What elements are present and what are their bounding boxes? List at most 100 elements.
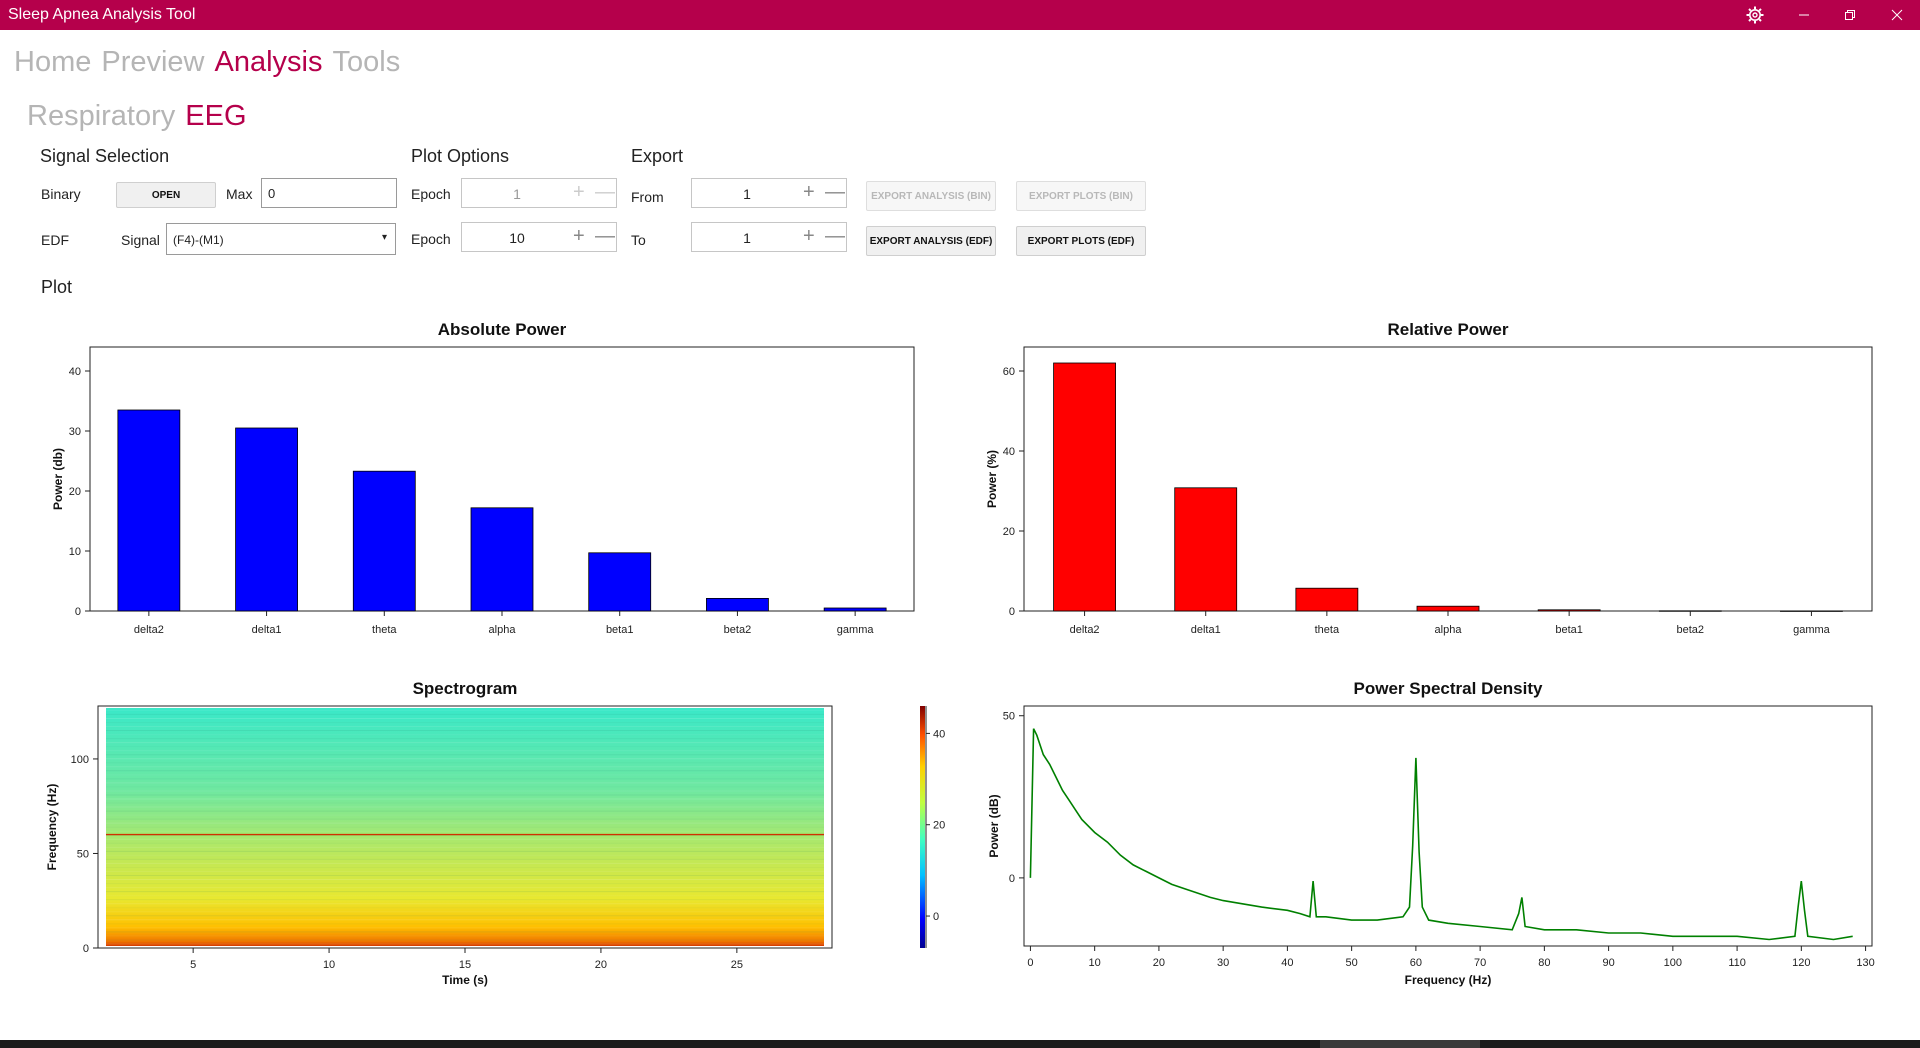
x-tick-label: 30 — [1217, 957, 1229, 969]
title-bar: Sleep Apnea Analysis Tool — [0, 0, 1920, 30]
y-tick-label: 50 — [77, 848, 89, 860]
chart-title: Absolute Power — [438, 320, 567, 339]
x-tick-label: 90 — [1602, 957, 1614, 969]
gear-icon — [1746, 6, 1764, 24]
x-tick-label: delta2 — [134, 624, 164, 636]
colorbar-tick-label: 20 — [933, 820, 945, 832]
x-tick-label: 25 — [731, 959, 743, 971]
x-tick-label: 130 — [1856, 957, 1874, 969]
minimize-button[interactable] — [1781, 0, 1827, 30]
restore-button[interactable] — [1827, 0, 1873, 30]
tab-tools[interactable]: Tools — [332, 46, 401, 78]
epoch2-value: 10 — [509, 230, 525, 246]
signal-selection-heading: Signal Selection — [40, 146, 170, 166]
x-tick-label: beta1 — [1555, 624, 1583, 636]
spectrogram-image — [106, 708, 824, 946]
plot-heading: Plot — [41, 277, 73, 297]
x-tick-label: 110 — [1728, 957, 1746, 969]
chart-title: Spectrogram — [413, 679, 518, 698]
x-tick-label: 80 — [1538, 957, 1550, 969]
export-analysis-edf-button[interactable]: EXPORT ANALYSIS (EDF) — [866, 226, 996, 256]
relative-power-chart: Relative Power 0 20 40 60 Power (%) delta2 delt… — [985, 320, 1873, 636]
x-tick-label: 120 — [1792, 957, 1810, 969]
y-tick-label: 30 — [69, 426, 81, 438]
signal-select[interactable]: (F4)-(M1) ▾ — [166, 223, 396, 255]
tab-preview[interactable]: Preview — [101, 46, 205, 78]
tab-respiratory[interactable]: Respiratory — [27, 100, 176, 132]
epoch-stepper[interactable]: 1 + — — [461, 178, 617, 208]
epoch2-label: Epoch — [411, 231, 451, 247]
plus-icon[interactable]: + — [803, 181, 815, 203]
y-tick-label: 40 — [69, 366, 81, 378]
x-tick-label: beta2 — [724, 624, 752, 636]
colorbar-tick-label: 40 — [933, 728, 945, 740]
y-tick-label: 20 — [69, 486, 81, 498]
colorbar — [920, 706, 925, 948]
sub-nav: Respiratory EEG — [27, 100, 247, 133]
main-nav: Home Preview Analysis Tools — [14, 46, 400, 79]
minus-icon[interactable]: — — [825, 225, 845, 247]
tab-analysis[interactable]: Analysis — [214, 46, 323, 78]
colorbar-tick-label: 0 — [933, 911, 939, 923]
bar — [1295, 587, 1359, 612]
taskbar-item — [1320, 1040, 1480, 1048]
bar — [1537, 609, 1601, 612]
export-analysis-bin-button[interactable]: EXPORT ANALYSIS (BIN) — [866, 181, 996, 211]
bar — [352, 470, 416, 612]
settings-button[interactable] — [1732, 0, 1778, 30]
y-tick-label: 0 — [75, 606, 81, 618]
from-value: 1 — [743, 186, 751, 202]
y-axis-label: Power (dB) — [987, 794, 1001, 857]
x-tick-label: 10 — [323, 959, 335, 971]
minus-icon[interactable]: — — [595, 225, 615, 247]
app-title: Sleep Apnea Analysis Tool — [8, 6, 196, 23]
x-tick-label: beta2 — [1677, 624, 1705, 636]
y-tick-label: 20 — [1003, 526, 1015, 538]
x-tick-label: 10 — [1089, 957, 1101, 969]
bar — [235, 427, 298, 612]
bar — [588, 552, 652, 612]
y-axis-label: Power (db) — [51, 448, 65, 510]
minimize-icon — [1799, 14, 1809, 16]
plus-icon[interactable]: + — [573, 181, 585, 203]
x-tick-label: 50 — [1346, 957, 1358, 969]
y-tick-label: 0 — [83, 943, 89, 955]
plot-frame — [1023, 705, 1873, 947]
tab-home[interactable]: Home — [14, 46, 92, 78]
y-tick-label: 40 — [1003, 446, 1015, 458]
plot-frame — [1023, 346, 1873, 612]
export-plots-edf-button[interactable]: EXPORT PLOTS (EDF) — [1016, 226, 1146, 256]
open-button[interactable]: OPEN — [116, 182, 216, 208]
from-stepper[interactable]: 1 + — — [691, 178, 847, 208]
export-plots-bin-button[interactable]: EXPORT PLOTS (BIN) — [1016, 181, 1146, 211]
to-label: To — [631, 232, 646, 248]
edf-label: EDF — [41, 232, 69, 248]
bar — [470, 507, 534, 612]
taskbar — [0, 1040, 1920, 1048]
to-stepper[interactable]: 1 + — — [691, 222, 847, 252]
x-tick-label: gamma — [1793, 624, 1831, 636]
signal-select-value: (F4)-(M1) — [173, 233, 224, 247]
x-tick-label: alpha — [1435, 624, 1463, 636]
max-input[interactable]: 0 — [261, 178, 397, 208]
x-tick-label: 15 — [459, 959, 471, 971]
x-tick-label: 70 — [1474, 957, 1486, 969]
close-button[interactable] — [1874, 0, 1920, 30]
signal-label: Signal — [121, 232, 160, 248]
epoch-label: Epoch — [411, 186, 451, 202]
max-label: Max — [226, 186, 253, 202]
plus-icon[interactable]: + — [573, 225, 585, 247]
minus-icon[interactable]: — — [595, 181, 615, 203]
export-heading: Export — [631, 146, 684, 166]
x-axis-label: Frequency (Hz) — [1405, 973, 1492, 987]
bar — [117, 409, 181, 612]
minus-icon[interactable]: — — [825, 181, 845, 203]
y-tick-label: 10 — [69, 546, 81, 558]
tab-eeg[interactable]: EEG — [185, 100, 247, 132]
epoch2-stepper[interactable]: 10 + — — [461, 222, 617, 252]
plus-icon[interactable]: + — [803, 225, 815, 247]
to-value: 1 — [743, 230, 751, 246]
bar — [1053, 362, 1116, 612]
dropdown-arrow-icon: ▾ — [381, 232, 387, 243]
bar — [823, 607, 887, 612]
